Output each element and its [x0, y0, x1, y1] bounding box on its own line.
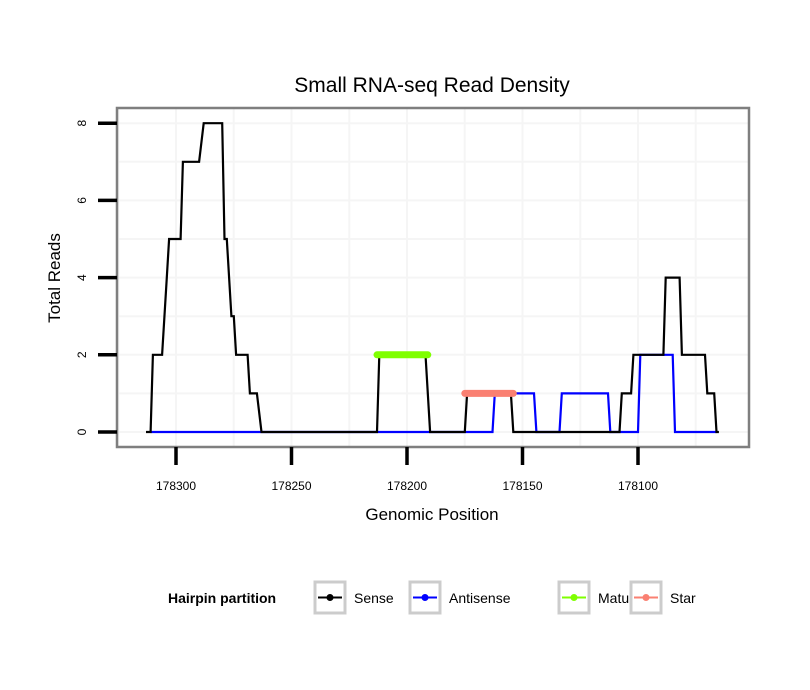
x-tick-label: 178300 — [156, 479, 196, 493]
x-axis: 178300 178250 178200 178150 178100 — [156, 447, 658, 493]
legend-label: Sense — [354, 590, 394, 606]
x-axis-title: Genomic Position — [365, 505, 498, 524]
series-line-sense — [146, 122, 719, 434]
y-tick-label: 8 — [75, 120, 89, 127]
series-layer — [146, 122, 719, 434]
y-tick-label: 0 — [75, 428, 89, 435]
y-tick-label: 6 — [75, 197, 89, 204]
legend-entries: Sense Antisense Mature Star — [313, 580, 696, 615]
legend-key-point — [570, 594, 578, 601]
y-tick-label: 2 — [75, 351, 89, 358]
legend-label: Star — [670, 590, 696, 606]
legend-item-mature: Mature — [557, 580, 642, 615]
legend-key-point — [326, 594, 334, 601]
chart-title: Small RNA-seq Read Density — [294, 74, 570, 97]
y-axis-title: Total Reads — [45, 233, 64, 323]
x-tick-label: 178250 — [271, 479, 311, 493]
legend-item-star: Star — [629, 580, 696, 615]
legend-label: Antisense — [449, 590, 511, 606]
legend-item-antisense: Antisense — [408, 580, 511, 615]
y-axis: 0 2 4 6 8 — [75, 120, 117, 435]
x-tick-label: 178200 — [387, 479, 427, 493]
x-tick-label: 178100 — [618, 479, 658, 493]
legend-item-sense: Sense — [313, 580, 394, 615]
legend: Hairpin partition Sense Antisense Mature St… — [168, 580, 696, 615]
x-tick-label: 178150 — [502, 479, 542, 493]
legend-key-point — [642, 594, 650, 601]
legend-key-point — [421, 594, 429, 601]
y-tick-label: 4 — [75, 274, 89, 281]
legend-title: Hairpin partition — [168, 590, 276, 606]
plot-panel — [115, 106, 751, 449]
